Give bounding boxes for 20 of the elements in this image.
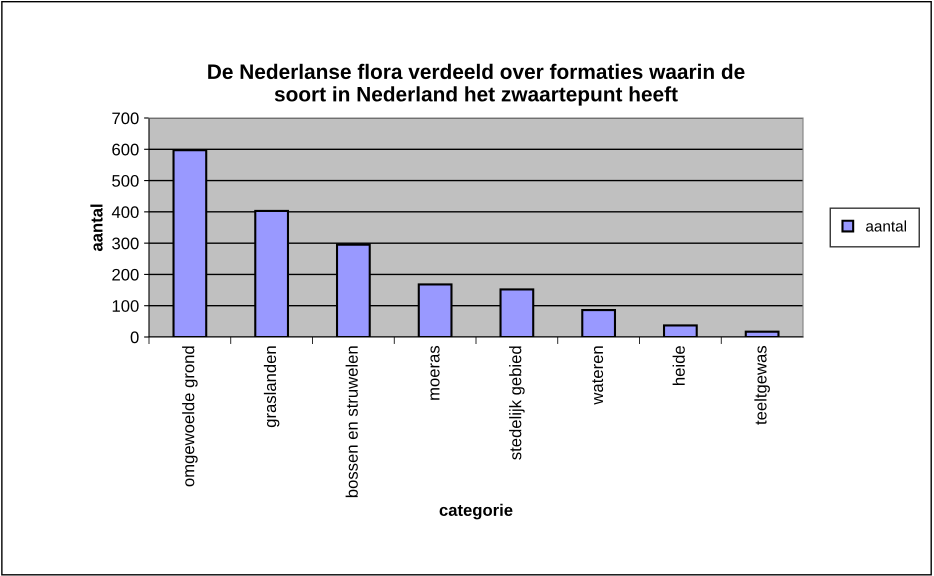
y-tick-label: 600: [112, 144, 139, 156]
x-tick-label: heide: [672, 346, 685, 385]
y-tick-label: 400: [112, 206, 139, 218]
y-tick-label: 700: [112, 112, 139, 124]
x-tick-label: omgewoelde grond: [182, 346, 198, 486]
y-tick-label: 100: [112, 300, 139, 312]
y-tick-label: 0: [130, 331, 139, 344]
x-tick-label: bossen en struwelen: [346, 346, 358, 498]
x-tick-label: graslanden: [264, 346, 280, 428]
y-axis-title: aantal: [90, 204, 103, 252]
x-tick-label: moeras: [430, 346, 440, 400]
y-tick-label: 200: [112, 268, 139, 281]
x-tick-label: wateren: [592, 346, 604, 405]
chart-title: De Nederlanse flora verdeeld over formaties waarin de soort in Nederland het zwaartepunt heeft: [208, 64, 745, 106]
y-tick-label: 500: [112, 174, 139, 187]
x-tick-label: stedelijk gebied: [509, 346, 525, 460]
x-axis-title: categorie: [440, 504, 512, 520]
y-tick-label: 300: [112, 238, 139, 250]
legend-label: aantal: [866, 220, 906, 232]
x-tick-label: teeltgewas: [754, 346, 770, 425]
